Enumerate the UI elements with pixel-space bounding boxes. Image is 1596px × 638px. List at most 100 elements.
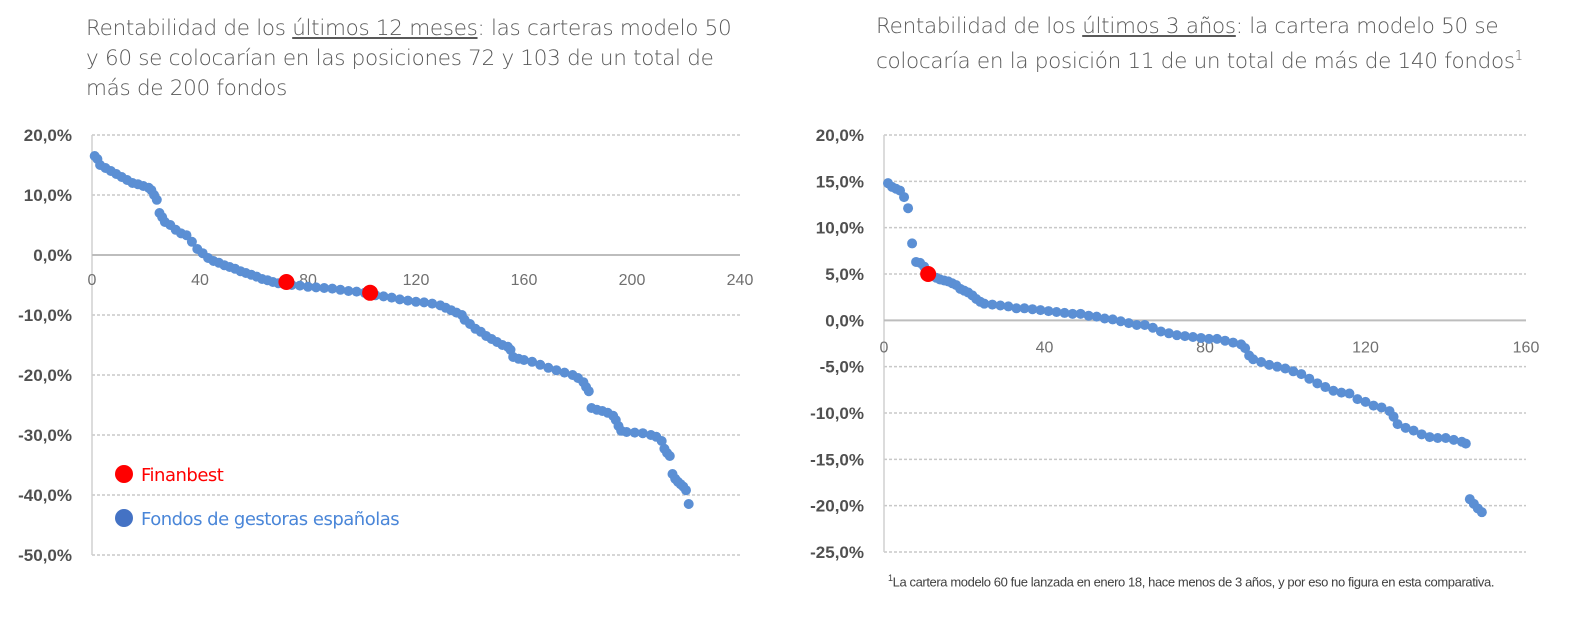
fund-point (1171, 330, 1182, 341)
fund-point (1288, 366, 1299, 377)
fund-point (551, 365, 562, 376)
title-underlined-text: últimos 3 años (1082, 14, 1236, 39)
title-text: Rentabilidad de los (876, 14, 1083, 39)
y-tick-label: -15,0% (810, 450, 864, 469)
fund-point (181, 230, 192, 241)
fund-point (1388, 411, 1399, 422)
x-tick-label: 0 (880, 339, 889, 356)
fund-point (1067, 308, 1078, 319)
fund-point (1424, 432, 1435, 443)
y-tick-label: -25,0% (810, 543, 864, 562)
fund-point (559, 367, 570, 378)
fund-point (629, 427, 640, 438)
y-tick-label: -10,0% (18, 306, 72, 325)
fund-point (1059, 307, 1070, 318)
finanbest-point (278, 274, 295, 290)
fund-point (1083, 310, 1094, 321)
fund-point (319, 283, 330, 293)
fund-point (1460, 438, 1471, 449)
finanbest-point (362, 284, 379, 301)
legend-label: Fondos de gestoras españolas (141, 509, 399, 530)
fund-point (1051, 306, 1062, 317)
fund-point (1027, 304, 1038, 315)
footnote-marker: 1 (888, 573, 893, 583)
y-tick-label: 15,0% (816, 172, 864, 191)
fund-point (1204, 333, 1215, 344)
fund-point (1360, 396, 1371, 407)
title-underlined-text: últimos 12 meses (292, 16, 478, 41)
fund-point (1344, 388, 1355, 399)
fund-point (1091, 311, 1102, 322)
fund-point (378, 291, 389, 302)
footnote-text: La cartera modelo 60 fue lanzada en ener… (892, 574, 1495, 590)
fund-point (1115, 316, 1126, 327)
fund-point (1368, 400, 1379, 411)
fund-point (394, 294, 405, 305)
fund-point (1220, 335, 1231, 346)
series-finanbest (920, 266, 937, 282)
fund-point (1264, 359, 1275, 370)
fund-point (1035, 305, 1046, 316)
fund-point (664, 451, 675, 461)
fund-point (519, 355, 529, 365)
y-tick-label: 20,0% (816, 126, 864, 145)
title-text: : las carteras modelo 50 y 60 se colocar… (86, 16, 732, 101)
fund-point (1212, 333, 1223, 344)
y-tick-label: 0,0% (825, 311, 864, 330)
x-tick-label: 0 (88, 272, 97, 289)
fund-point (1352, 394, 1363, 405)
series-finanbest (278, 274, 379, 301)
fund-point (621, 427, 632, 437)
fund-point (1376, 402, 1387, 413)
y-tick-label: -20,0% (18, 366, 72, 385)
fund-point (327, 283, 338, 294)
fund-point (1392, 419, 1403, 430)
fund-point (987, 299, 998, 310)
fund-point (637, 428, 648, 439)
chart-1: 20,0% 10,0% 0,0% -10,0% -20,0% -30,0% -40,0% -5… (18, 126, 753, 565)
fund-point (411, 296, 421, 307)
y-tick-label: -20,0% (810, 497, 864, 516)
fund-point (1019, 303, 1030, 314)
y-tick-label: -30,0% (18, 426, 72, 445)
fund-point (995, 300, 1006, 311)
fund-point (1400, 422, 1411, 433)
fund-point (1280, 363, 1291, 374)
fund-point (1163, 328, 1174, 339)
fund-point (1256, 357, 1267, 368)
x-tick-label: 160 (1513, 339, 1540, 356)
fund-point (427, 298, 438, 309)
fund-point (335, 284, 346, 295)
fund-point (1240, 343, 1251, 354)
fund-point (1179, 331, 1190, 342)
legend-label: Finanbest (141, 465, 224, 486)
fund-point (683, 499, 694, 509)
title-text: : la cartera modelo 50 se colocaría en l… (876, 14, 1515, 75)
fund-point (1107, 314, 1118, 325)
x-tick-label: 120 (1352, 339, 1379, 356)
chart-1-title: Rentabilidad de los últimos 12 meses: la… (86, 14, 746, 104)
fund-point (1099, 313, 1110, 324)
fund-point (1312, 378, 1323, 389)
y-tick-label: 10,0% (24, 186, 72, 205)
legend-marker (115, 509, 133, 527)
fund-point (535, 359, 546, 370)
legend-marker (115, 465, 133, 483)
fund-point (1187, 332, 1198, 343)
y-tick-label: 5,0% (825, 265, 864, 284)
fund-point (1304, 373, 1315, 384)
fund-point (1075, 308, 1086, 319)
series-funds (89, 151, 694, 509)
series-funds (883, 178, 1487, 518)
chart-2-title: Rentabilidad de los últimos 3 años: la c… (876, 12, 1576, 77)
fund-point (1139, 319, 1150, 330)
fund-point (402, 295, 413, 306)
fund-point (979, 298, 990, 309)
finanbest-point (920, 266, 937, 282)
fund-point (527, 356, 538, 367)
x-tick-label: 160 (511, 272, 538, 289)
y-tick-label: 20,0% (24, 126, 72, 145)
fund-point (1131, 319, 1142, 330)
fund-point (681, 485, 691, 496)
